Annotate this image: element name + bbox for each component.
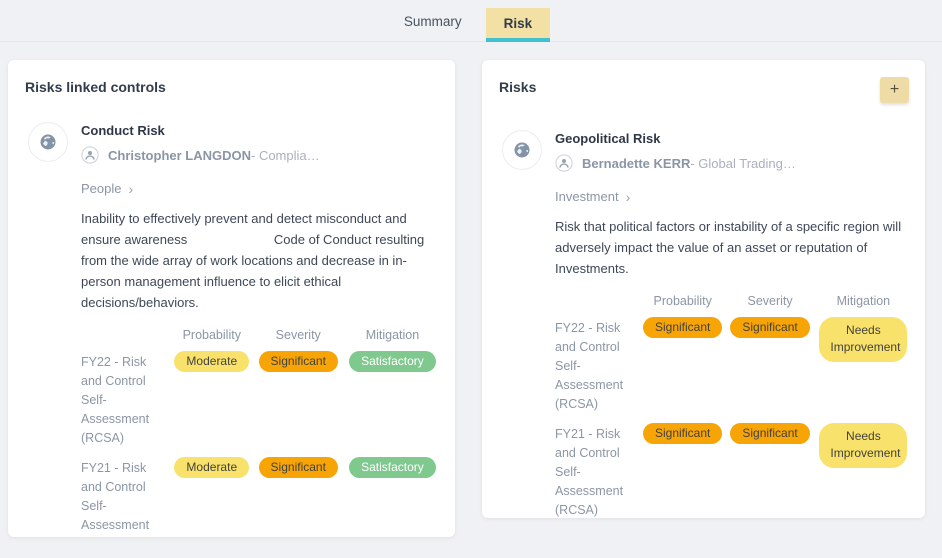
probability-badge: Moderate — [174, 351, 250, 372]
probability-cell: Significant — [643, 423, 723, 444]
tabs: Summary Risk — [384, 0, 554, 42]
column-header-severity: Severity — [275, 328, 321, 342]
assessment-row-label: FY22 - Risk and Control Self-Assessment … — [555, 321, 624, 411]
risk-owner: Bernadette KERR - Global Trading… — [555, 154, 909, 172]
risk-name: Conduct Risk — [81, 123, 165, 138]
chevron-right-icon: › — [625, 188, 631, 205]
assessment-table: Probability Severity Mitigation FY22 - R… — [81, 328, 439, 537]
owner-org: - Complia… — [251, 147, 320, 163]
category-link-investment[interactable]: Investment › — [555, 189, 630, 204]
mitigation-cell: Needs Improvement — [818, 423, 909, 468]
panel-title: Risks linked controls — [25, 79, 166, 95]
assessment-row-label: FY21 - Risk and Control Self-Assessment … — [81, 461, 150, 532]
risk-description: Inability to effectively prevent and det… — [81, 211, 425, 310]
severity-badge: Significant — [258, 457, 338, 478]
person-icon — [555, 154, 573, 172]
risk-page: Risks linked controls Conduct Risk — [0, 42, 942, 558]
category-label: People — [81, 181, 122, 196]
column-header-severity: Severity — [747, 294, 793, 308]
probability-badge: Significant — [643, 423, 723, 444]
severity-badge: Significant — [730, 423, 810, 444]
column-header-probability: Probability — [182, 328, 241, 342]
mitigation-badge: Satisfactory — [349, 457, 436, 478]
probability-badge: Significant — [643, 317, 723, 338]
probability-badge: Moderate — [174, 457, 250, 478]
owner-org: - Global Trading… — [690, 155, 796, 171]
risk-list-item[interactable]: Geopolitical Risk Bernadette KERR - Glob… — [482, 130, 925, 518]
tab-summary[interactable]: Summary — [403, 13, 462, 29]
severity-badge: Significant — [730, 317, 810, 338]
mitigation-badge: Needs Improvement — [819, 317, 908, 362]
assessment-table: Probability Severity Mitigation FY22 - R… — [555, 294, 909, 518]
tab-risk[interactable]: Risk — [485, 8, 551, 42]
risk-list-item[interactable]: Conduct Risk Christopher LANGDON - Compl… — [8, 122, 455, 537]
risk-item-body: Conduct Risk Christopher LANGDON - Compl… — [81, 122, 439, 537]
assessment-row-label: FY22 - Risk and Control Self-Assessment … — [81, 355, 150, 445]
column-header-mitigation: Mitigation — [836, 294, 891, 308]
severity-cell: Significant — [730, 317, 810, 338]
risk-type-badge — [28, 122, 68, 162]
globe-icon — [514, 142, 530, 158]
mitigation-cell: Satisfactory — [346, 457, 439, 478]
tab-bar: Summary Risk — [0, 0, 942, 42]
mitigation-cell: Needs Improvement — [818, 317, 909, 362]
mitigation-badge: Satisfactory — [349, 351, 436, 372]
panel-title: Risks — [499, 79, 537, 95]
owner-name: Christopher LANGDON — [108, 147, 251, 163]
probability-cell: Significant — [643, 317, 723, 338]
assessment-row-label: FY21 - Risk and Control Self-Assessment … — [555, 427, 624, 517]
probability-cell: Moderate — [173, 351, 251, 372]
add-risk-button[interactable]: + — [880, 77, 909, 103]
risk-owner: Christopher LANGDON - Complia… — [81, 146, 439, 164]
globe-icon — [40, 134, 56, 150]
severity-badge: Significant — [258, 351, 338, 372]
column-header-mitigation: Mitigation — [365, 328, 420, 342]
severity-cell: Significant — [730, 423, 810, 444]
probability-cell: Moderate — [173, 457, 251, 478]
mitigation-badge: Needs Improvement — [819, 423, 908, 468]
chevron-right-icon: › — [128, 180, 134, 197]
risks-linked-controls-panel: Risks linked controls Conduct Risk — [8, 60, 455, 537]
category-link-people[interactable]: People › — [81, 181, 133, 196]
person-icon — [81, 146, 99, 164]
column-header-probability: Probability — [653, 294, 712, 308]
risk-name: Geopolitical Risk — [555, 131, 661, 146]
panel-header: Risks + — [482, 60, 925, 103]
owner-name: Bernadette KERR — [582, 155, 691, 171]
severity-cell: Significant — [258, 457, 338, 478]
panel-header: Risks linked controls — [8, 60, 455, 95]
risk-description: Risk that political factors or instabili… — [555, 219, 902, 276]
category-label: Investment — [555, 189, 619, 204]
severity-cell: Significant — [258, 351, 338, 372]
mitigation-cell: Satisfactory — [346, 351, 439, 372]
plus-icon: + — [889, 81, 900, 98]
risk-item-body: Geopolitical Risk Bernadette KERR - Glob… — [555, 130, 909, 518]
risks-panel: Risks + Geopolitical Risk — [482, 60, 925, 518]
risk-type-badge — [502, 130, 542, 170]
